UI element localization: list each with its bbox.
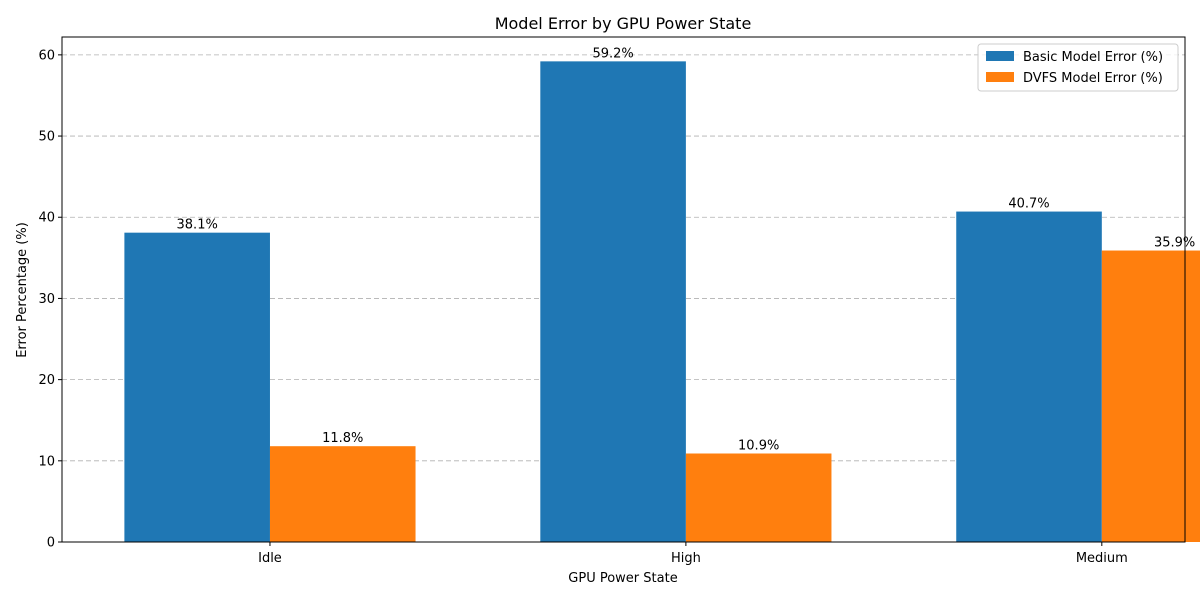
bar-dvfs-medium [1101, 250, 1200, 543]
legend-swatch-basic [986, 51, 1014, 61]
y-axis-label: Error Percentage (%) [15, 222, 30, 358]
y-tick-label: 20 [38, 373, 55, 388]
y-tick-label: 10 [38, 454, 55, 469]
x-tick-label: Idle [258, 551, 282, 566]
y-tick-label: 0 [47, 536, 55, 551]
data-labels: 38.1% 59.2% 40.7% 11.8% 10.9% 35.9% [177, 46, 1196, 453]
bar-value-label: 11.8% [322, 431, 363, 446]
axes: 0 10 20 30 40 50 60 Idle High Medium [38, 36, 1186, 566]
bar-basic-medium [956, 211, 1102, 543]
bar-dvfs-high [685, 453, 832, 542]
legend-label-basic: Basic Model Error (%) [1023, 50, 1163, 65]
x-tick-label: Medium [1076, 551, 1128, 566]
y-tick-label: 50 [38, 130, 55, 145]
plot-frame [61, 36, 1186, 543]
bar-dvfs-idle [269, 446, 416, 542]
bar-value-label: 38.1% [177, 218, 218, 233]
y-tick-label: 60 [38, 48, 55, 63]
bar-value-label: 35.9% [1154, 236, 1195, 251]
y-tick-label: 30 [38, 292, 55, 307]
legend: Basic Model Error (%) DVFS Model Error (… [977, 43, 1179, 92]
bar-value-label: 40.7% [1008, 197, 1049, 212]
bar-value-label: 59.2% [592, 46, 633, 61]
legend-label-dvfs: DVFS Model Error (%) [1023, 71, 1163, 86]
x-axis-label: GPU Power State [568, 571, 677, 586]
bar-basic-high [540, 61, 686, 543]
legend-swatch-dvfs [986, 72, 1014, 82]
x-tick-label: High [671, 551, 701, 566]
bar-value-label: 10.9% [738, 439, 779, 454]
chart-title: Model Error by GPU Power State [495, 14, 752, 33]
bar-basic-idle [124, 232, 270, 542]
bars [124, 61, 1200, 543]
y-tick-label: 40 [38, 211, 55, 226]
legend-box [977, 43, 1179, 92]
